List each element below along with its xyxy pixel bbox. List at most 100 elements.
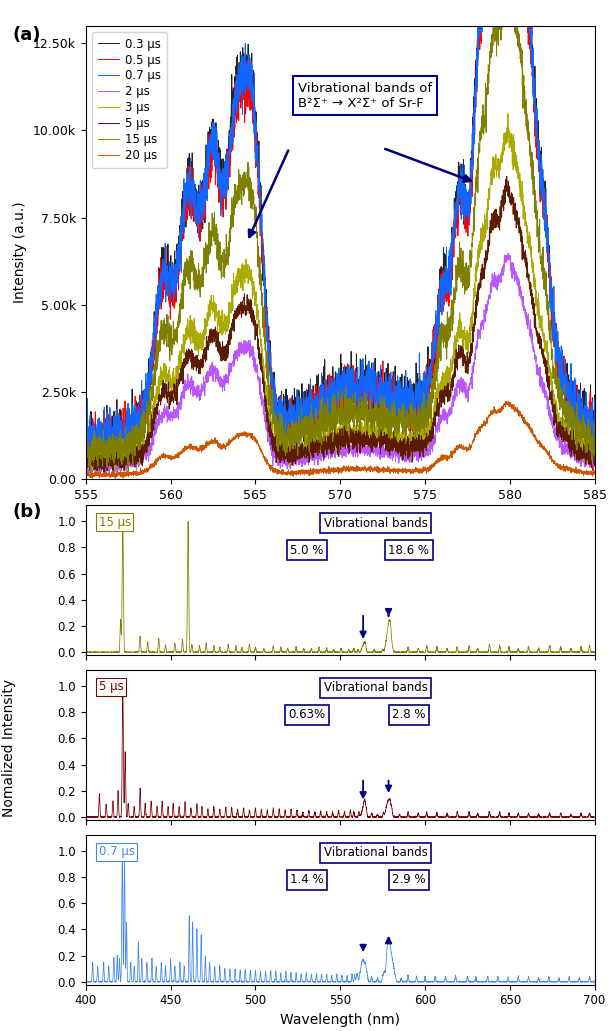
3 μs [581,448,588,461]
5 μs [527,277,534,290]
Text: Nomalized Intensity: Nomalized Intensity [2,678,16,817]
0.3 μs [82,427,89,439]
3 μs [527,243,534,256]
Text: 2.9 %: 2.9 % [392,873,425,887]
3 μs [591,439,598,452]
0.5 μs [82,431,89,443]
20 μs [278,466,285,478]
15 μs [527,139,534,152]
5 μs [83,469,90,481]
0.7 μs [581,426,588,438]
0.3 μs [300,421,307,433]
20 μs [140,464,148,476]
20 μs [504,395,512,407]
0.5 μs [581,419,588,431]
2 μs [110,471,118,484]
3 μs [82,457,89,469]
0.3 μs [170,267,178,279]
5 μs [591,457,598,469]
15 μs [300,430,307,442]
0.5 μs [170,293,178,305]
5 μs [581,453,588,465]
20 μs [170,451,178,463]
0.3 μs [527,9,534,22]
2 μs [527,329,534,341]
Text: 0.63%: 0.63% [289,708,326,722]
Legend: 0.3 μs, 0.5 μs, 0.7 μs, 2 μs, 3 μs, 5 μs, 15 μs, 20 μs: 0.3 μs, 0.5 μs, 0.7 μs, 2 μs, 3 μs, 5 μs… [92,32,167,168]
15 μs [591,451,598,463]
3 μs [504,107,512,120]
20 μs [581,466,588,478]
2 μs [300,445,307,458]
2 μs [82,462,89,474]
Y-axis label: Intensity (a.u.): Intensity (a.u.) [13,202,28,303]
5 μs [300,444,307,457]
0.5 μs [589,465,596,477]
0.5 μs [527,25,534,37]
X-axis label: Wavelength (nm): Wavelength (nm) [280,507,400,522]
3 μs [300,439,307,452]
Text: Vibrational bands: Vibrational bands [324,681,428,695]
0.7 μs [88,466,96,478]
Text: 2.8 %: 2.8 % [392,708,425,722]
0.5 μs [277,412,284,425]
Text: 18.6 %: 18.6 % [389,543,429,557]
0.3 μs [140,407,148,420]
Text: 1.4 %: 1.4 % [291,873,324,887]
3 μs [112,466,119,478]
5 μs [503,170,511,182]
20 μs [300,464,307,476]
Line: 0.7 μs: 0.7 μs [86,0,595,472]
15 μs [82,443,89,456]
0.5 μs [140,418,148,430]
20 μs [82,471,89,484]
2 μs [591,460,598,472]
Text: 15 μs: 15 μs [99,516,131,529]
15 μs [170,336,178,348]
0.7 μs [278,420,285,432]
3 μs [278,442,285,455]
15 μs [581,431,588,443]
0.3 μs [86,464,94,476]
2 μs [278,454,285,466]
Text: 0.7 μs: 0.7 μs [99,845,134,858]
5 μs [170,387,178,399]
0.7 μs [82,407,89,420]
5 μs [278,451,285,463]
Line: 5 μs: 5 μs [86,176,595,475]
0.7 μs [591,410,598,423]
0.7 μs [170,272,178,285]
Text: (a): (a) [12,26,40,43]
Text: (b): (b) [12,503,42,521]
Text: Vibrational bands of
B²Σ⁺ → X²Σ⁺ of Sr-F: Vibrational bands of B²Σ⁺ → X²Σ⁺ of Sr-F [298,81,432,109]
Line: 2 μs: 2 μs [86,254,595,477]
20 μs [112,472,119,485]
0.3 μs [581,405,588,418]
Text: Vibrational bands: Vibrational bands [324,846,428,859]
Text: 5 μs: 5 μs [99,680,123,694]
0.7 μs [527,25,534,37]
2 μs [581,451,588,463]
3 μs [140,445,148,458]
Text: Vibrational bands: Vibrational bands [324,517,428,530]
Line: 3 μs: 3 μs [86,113,595,472]
15 μs [140,423,148,435]
X-axis label: Wavelength (nm): Wavelength (nm) [280,1012,400,1027]
2 μs [504,247,512,260]
Line: 20 μs: 20 μs [86,401,595,478]
3 μs [170,378,178,391]
Line: 15 μs: 15 μs [86,0,595,472]
0.7 μs [140,384,148,396]
Text: 5.0 %: 5.0 % [291,543,324,557]
15 μs [278,438,285,451]
20 μs [591,465,598,477]
Line: 0.3 μs: 0.3 μs [86,0,595,470]
0.3 μs [591,429,598,441]
0.7 μs [300,399,307,411]
Line: 0.5 μs: 0.5 μs [86,0,595,471]
20 μs [527,421,534,433]
5 μs [140,439,148,452]
0.5 μs [591,415,598,428]
15 μs [124,466,132,478]
2 μs [140,448,148,461]
